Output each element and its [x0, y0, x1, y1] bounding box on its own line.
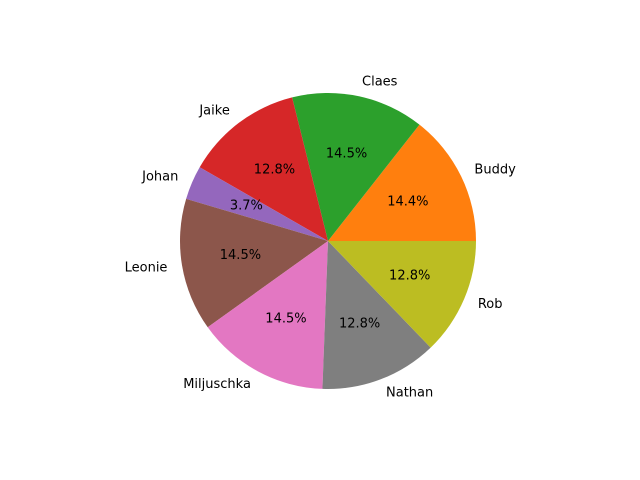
pie-slice-nathan [322, 241, 431, 389]
pie-slice-leonie [180, 198, 328, 328]
pie-slice-rob [328, 241, 476, 348]
slice-pct-label-jaike: 12.8% [254, 163, 295, 178]
slice-pct-label-leonie: 14.5% [220, 248, 261, 263]
slice-pct-label-buddy: 14.4% [387, 195, 428, 210]
slice-label-claes: Claes [362, 74, 398, 89]
slice-pct-label-miljuschka: 14.5% [265, 312, 306, 327]
slice-pct-label-johan: 3.7% [230, 198, 263, 213]
pie-slice-buddy [328, 124, 476, 241]
pie-slice-jaike [199, 97, 328, 241]
slice-pct-label-claes: 14.5% [326, 147, 367, 162]
pie-slice-claes [292, 92, 420, 241]
slice-label-miljuschka: Miljuschka [183, 377, 251, 392]
slice-pct-label-rob: 12.8% [389, 268, 430, 283]
slice-label-nathan: Nathan [386, 386, 433, 401]
pie-labels: Buddy 14.4% Claes 14.5% Jaike 12.8% Johan 3.7% L… [125, 74, 516, 400]
slice-label-leonie: Leonie [125, 260, 168, 275]
slice-label-buddy: Buddy [474, 162, 516, 177]
slice-pct-label-nathan: 12.8% [339, 316, 380, 331]
pie-slice-johan [186, 167, 328, 241]
slice-label-rob: Rob [478, 297, 503, 312]
slice-label-johan: Johan [141, 169, 178, 184]
slice-label-jaike: Jaike [198, 104, 229, 119]
pie-slices [180, 92, 476, 389]
pie-slice-miljuschka [207, 241, 328, 389]
